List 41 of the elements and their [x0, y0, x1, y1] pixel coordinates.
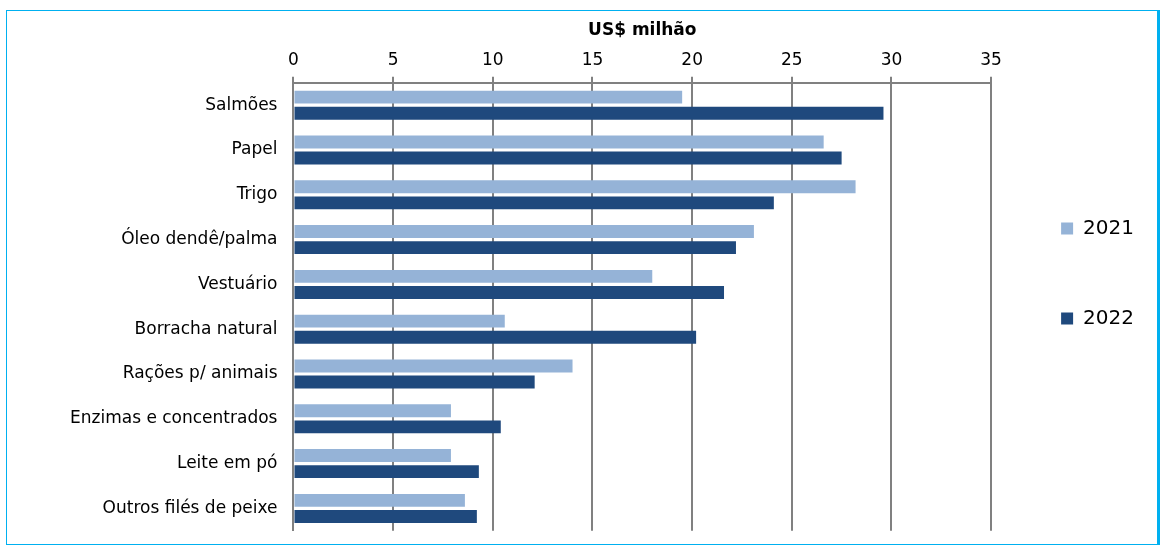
- bar: [294, 90, 683, 104]
- y-tick-label: Outros filés de peixe: [102, 496, 278, 517]
- y-tick-label: Trigo: [235, 183, 278, 204]
- y-tick-label: Salmões: [205, 93, 278, 114]
- x-tick-label: 20: [681, 49, 703, 70]
- x-tick-label: 30: [880, 49, 903, 70]
- bar: [294, 404, 451, 418]
- bar: [294, 151, 842, 165]
- legend-label: 2022: [1083, 304, 1135, 329]
- y-tick-label: Borracha natural: [134, 317, 278, 338]
- bar: [294, 269, 653, 283]
- legend-label: 2021: [1083, 214, 1135, 239]
- x-tick-label: 15: [581, 49, 604, 70]
- bar: [294, 241, 736, 255]
- x-axis-title: US$ milhão: [588, 18, 697, 39]
- bar: [294, 493, 465, 507]
- x-tick-label: 0: [288, 49, 299, 70]
- x-tick-label: 10: [481, 49, 504, 70]
- y-tick-label: Rações p/ animais: [122, 362, 278, 383]
- y-tick-label: Enzimas e concentrados: [69, 407, 278, 428]
- y-tick-label: Óleo dendê/palma: [121, 227, 278, 249]
- bar: [294, 465, 479, 479]
- bar: [294, 225, 754, 238]
- bar: [294, 449, 451, 462]
- x-tick-label: 5: [387, 49, 399, 70]
- bar: [294, 330, 697, 344]
- bar: [294, 286, 725, 299]
- x-tick-label: 25: [780, 49, 803, 70]
- y-tick-label: Papel: [231, 138, 278, 159]
- bar: [294, 420, 501, 434]
- bar: [294, 375, 535, 389]
- y-tick-label: Leite em pó: [176, 452, 278, 473]
- bar: [294, 359, 573, 373]
- bar: [294, 135, 824, 149]
- bar: [294, 314, 505, 328]
- bar: [294, 510, 477, 523]
- y-tick-label: Vestuário: [197, 272, 278, 293]
- x-tick-label: 35: [980, 49, 1002, 70]
- bar: [294, 106, 884, 120]
- bar: [294, 196, 774, 210]
- bar: [294, 180, 856, 194]
